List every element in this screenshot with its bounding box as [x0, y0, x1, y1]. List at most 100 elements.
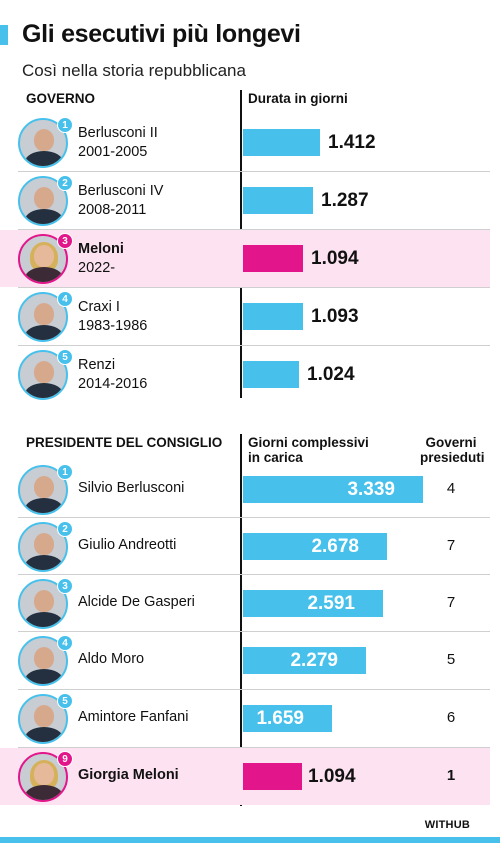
governo-years-label: 2008-2011	[78, 202, 147, 218]
rank-badge: 1	[57, 117, 73, 133]
days-value-label: 3.339	[347, 479, 395, 500]
governo-name-label: Berlusconi II	[78, 125, 158, 141]
row-separator	[18, 574, 490, 575]
days-value-label: 2.591	[307, 593, 355, 614]
rank-badge: 5	[57, 693, 73, 709]
avatar-0	[18, 465, 68, 515]
rank-badge: 1	[57, 464, 73, 480]
governo-header: GOVERNO	[26, 91, 96, 106]
rank-badge: 3	[57, 578, 73, 594]
avatar-head	[34, 705, 54, 727]
governo-years-label: 2001-2005	[78, 144, 148, 160]
row-separator	[18, 345, 490, 346]
title-accent-bar	[0, 25, 8, 45]
rank-badge: 5	[57, 349, 73, 365]
duration-bar	[243, 187, 313, 214]
duration-value-label: 1.287	[321, 190, 369, 211]
rank-badge: 2	[57, 521, 73, 537]
avatar-body	[25, 555, 63, 570]
row-separator	[18, 747, 490, 748]
page-title: Gli esecutivi più longevi	[22, 20, 301, 48]
avatar-1	[18, 176, 68, 226]
avatar-body	[25, 612, 63, 627]
brand-logo: WITHUB	[424, 819, 470, 831]
governo-name: Berlusconi II 2001-2005	[78, 124, 158, 162]
governi-count: 4	[446, 480, 456, 497]
duration-bar	[243, 129, 320, 156]
duration-value-label: 1.093	[311, 306, 359, 327]
rank-badge: 4	[57, 635, 73, 651]
governi-presieduti-header: Governi presieduti	[420, 435, 485, 465]
rank-badge: 3	[57, 233, 73, 249]
days-bar	[243, 705, 332, 732]
days-bar	[243, 647, 366, 674]
governo-name: Berlusconi IV 2008-2011	[78, 182, 163, 220]
avatar-head	[34, 533, 54, 555]
duration-bar	[243, 361, 299, 388]
row-separator	[18, 229, 490, 230]
giorni-complessivi-header-line2: in carica	[248, 450, 303, 465]
section2-axis-line	[240, 434, 242, 806]
avatar-body	[25, 209, 63, 224]
duration-value-label: 1.094	[311, 248, 359, 269]
governo-name-label: Craxi I	[78, 299, 120, 315]
governo-name-label: Berlusconi IV	[78, 183, 164, 199]
avatar-body	[25, 267, 63, 282]
avatar-body	[25, 383, 63, 398]
rank-badge: 2	[57, 175, 73, 191]
avatar-body	[25, 151, 63, 166]
avatar-4	[18, 694, 68, 744]
duration-bar	[243, 303, 303, 330]
avatar-body	[25, 325, 63, 340]
governi-count: 1	[446, 767, 456, 784]
rank-badge: 4	[57, 291, 73, 307]
presidente-name: Aldo Moro	[78, 651, 145, 667]
governi-count: 6	[446, 709, 456, 726]
duration-value-label: 1.412	[328, 132, 376, 153]
avatar-head	[34, 303, 54, 325]
days-value-label: 2.678	[311, 536, 359, 557]
days-bar	[243, 763, 302, 790]
duration-value-label: 1.024	[307, 364, 355, 385]
rank-badge: 9	[57, 751, 73, 767]
avatar-head	[34, 763, 54, 785]
avatar-body	[25, 727, 63, 742]
avatar-body	[25, 785, 63, 800]
giorni-complessivi-header-line1: Giorni complessivi	[248, 435, 369, 450]
avatar-3	[18, 636, 68, 686]
governo-name-label: Renzi	[78, 357, 116, 373]
row-separator	[18, 517, 490, 518]
row-separator	[18, 689, 490, 690]
presidente-name: Silvio Berlusconi	[78, 480, 185, 496]
presidente-name: Giulio Andreotti	[78, 537, 177, 553]
presidente-name: Giorgia Meloni	[78, 767, 179, 783]
days-value-label: 2.279	[290, 650, 338, 671]
governi-count: 7	[446, 594, 456, 611]
presidente-header: PRESIDENTE DEL CONSIGLIO	[26, 435, 223, 450]
row-separator	[18, 631, 490, 632]
durata-header: Durata in giorni	[248, 91, 348, 106]
days-value-label: 1.659	[256, 708, 304, 729]
avatar-head	[34, 590, 54, 612]
days-bar	[243, 590, 383, 617]
giorni-complessivi-header: Giorni complessivi in carica	[248, 435, 369, 465]
avatar-head	[34, 187, 54, 209]
avatar-head	[34, 361, 54, 383]
days-bar	[243, 476, 423, 503]
governo-years-label: 2014-2016	[78, 376, 148, 392]
governo-name-label: Meloni	[78, 241, 124, 257]
governi-presieduti-header-line2: presieduti	[420, 450, 485, 465]
governi-count: 7	[446, 537, 456, 554]
avatar-head	[34, 245, 54, 267]
row-separator	[18, 287, 490, 288]
avatar-head	[34, 129, 54, 151]
page-subtitle: Così nella storia repubblicana	[22, 61, 246, 80]
governo-name: Renzi 2014-2016	[78, 356, 147, 394]
avatar-4	[18, 350, 68, 400]
avatar-body	[25, 498, 63, 513]
governo-years-label: 2022-	[78, 260, 116, 276]
days-value-label: 1.094	[308, 766, 356, 787]
avatar-body	[25, 669, 63, 684]
avatar-head	[34, 647, 54, 669]
days-bar	[243, 533, 387, 560]
